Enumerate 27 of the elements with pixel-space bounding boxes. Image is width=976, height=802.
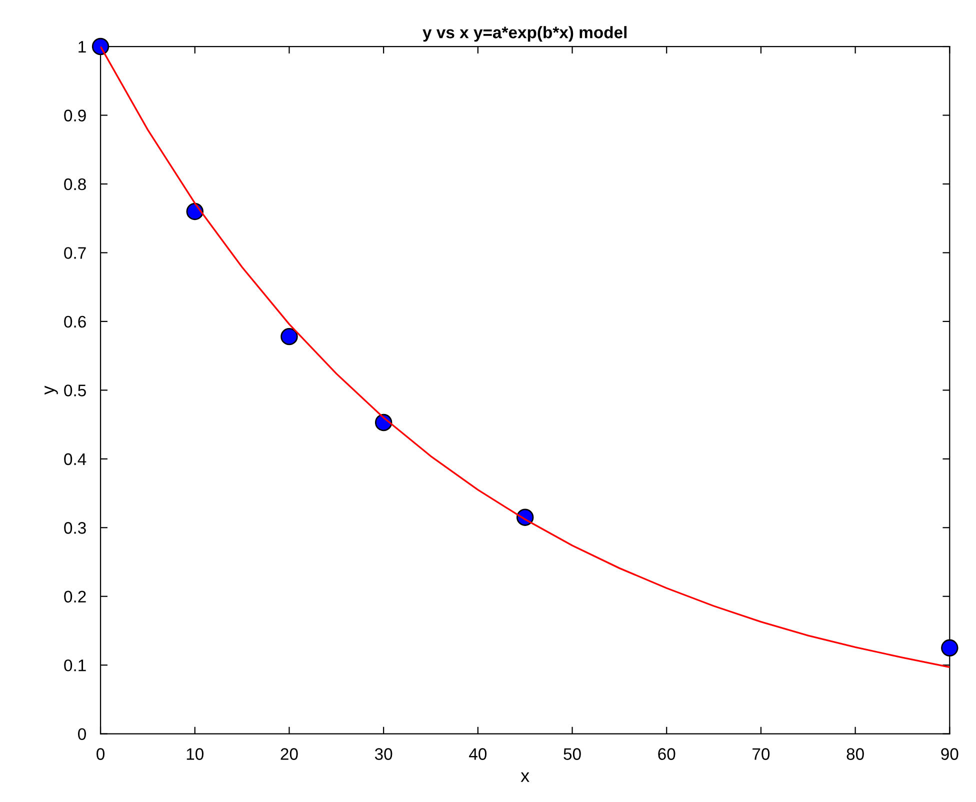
y-tick-label: 1 bbox=[78, 41, 86, 53]
chart-title: y vs x y=a*exp(b*x) model bbox=[422, 26, 627, 42]
y-tick-label: 0.9 bbox=[64, 110, 86, 122]
y-tick-label: 0.2 bbox=[64, 590, 86, 603]
x-tick-label: 70 bbox=[752, 748, 770, 760]
y-tick-label: 0.1 bbox=[64, 660, 86, 672]
y-tick-label: 0.5 bbox=[64, 384, 86, 396]
x-tick-label: 40 bbox=[469, 748, 487, 760]
x-tick-label: 60 bbox=[658, 748, 676, 760]
x-tick-label: 10 bbox=[186, 748, 204, 760]
point bbox=[280, 328, 298, 346]
x-tick-label: 20 bbox=[280, 748, 298, 760]
x-tick-label: 30 bbox=[374, 748, 392, 760]
x-tick-label: 90 bbox=[941, 748, 958, 760]
y-tick-label: 0.8 bbox=[64, 178, 86, 190]
point bbox=[941, 639, 958, 657]
x-axis-title: x bbox=[520, 772, 530, 782]
x-tick-label: 0 bbox=[96, 748, 105, 760]
y-tick-label: 0.4 bbox=[64, 453, 86, 466]
x-tick-label: 80 bbox=[846, 748, 864, 760]
y-tick-label: 0.7 bbox=[64, 247, 86, 259]
x-tick-label: 50 bbox=[564, 748, 581, 760]
y-axis-title: y bbox=[44, 386, 58, 395]
y-tick-label: 0 bbox=[78, 728, 86, 740]
y-tick-label: 0.6 bbox=[64, 316, 86, 328]
point bbox=[92, 38, 110, 56]
y-tick-label: 0.3 bbox=[64, 522, 86, 534]
